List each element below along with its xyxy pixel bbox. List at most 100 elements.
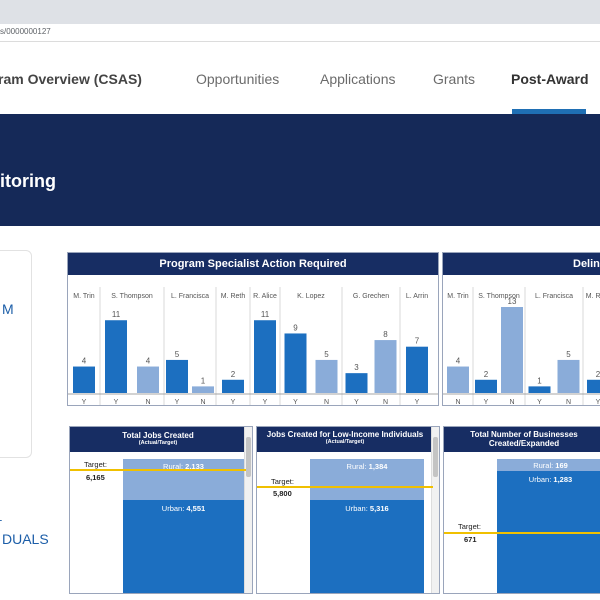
rural-value: Rural: 1,384 — [346, 462, 388, 471]
bar-category-label: N — [383, 399, 388, 406]
urban-bar: Urban: 5,316 — [310, 500, 424, 593]
kpi-title-text: Total Number of Businesses Created/Expan… — [470, 430, 578, 448]
side-card — [0, 250, 32, 458]
kpi-title: Total Number of Businesses Created/Expan… — [444, 427, 600, 452]
rural-bar: Rural: 1,384 — [310, 459, 424, 500]
group-label: R. Alice — [253, 293, 277, 300]
kpi-title: Total Jobs Created (Actual/Target) — [70, 427, 246, 452]
nav-applications[interactable]: Applications — [320, 71, 396, 87]
bar-category-label: Y — [354, 399, 359, 406]
target-line — [444, 532, 600, 534]
bar-value-label: 2 — [484, 370, 489, 379]
target-value: 6,165 — [86, 473, 105, 482]
group-label: M. Reth — [586, 293, 600, 300]
scrollbar[interactable] — [431, 427, 439, 593]
group-label: S. Thompson — [478, 293, 520, 300]
bar — [222, 379, 244, 393]
bar — [315, 359, 338, 393]
bar — [528, 386, 551, 393]
delinquent-chart: M. Trin S. Thompson L. Francisca M. Reth 4 N 2… — [443, 287, 600, 406]
target-line — [257, 486, 433, 488]
nav-post-award[interactable]: Post-Award — [511, 71, 589, 87]
bar-category-label: N — [566, 399, 571, 406]
group-label: L. Francisca — [171, 293, 209, 300]
target-label: Target: — [458, 522, 481, 531]
bar-category-label: Y — [293, 399, 298, 406]
bar-value-label: 4 — [82, 357, 87, 366]
side-text-individuals: DUALS — [2, 531, 49, 547]
target-line — [70, 469, 246, 471]
bar — [192, 386, 214, 393]
bar-category-label: Y — [82, 399, 87, 406]
bar-category-label: N — [324, 399, 329, 406]
bar-value-label: 7 — [415, 337, 420, 346]
nav-opportunities[interactable]: Opportunities — [196, 71, 280, 87]
bar-value-label: 4 — [456, 357, 461, 366]
side-text-fragment: L — [0, 512, 2, 524]
bar-value-label: 2 — [596, 370, 600, 379]
address-bar[interactable]: s/0000000127 — [0, 24, 600, 42]
bar-category-label: Y — [231, 399, 236, 406]
top-navigation: ram Overview (CSAS) Opportunities Applic… — [0, 42, 600, 114]
bar-category-label: Y — [537, 399, 542, 406]
kpi-jobs-created: Total Jobs Created (Actual/Target) Rural… — [69, 426, 253, 594]
action-required-chart: M. Trin S. Thompson L. Francisca M. Reth R. … — [68, 287, 438, 406]
urban-value: Urban: 1,283 — [528, 475, 573, 484]
bar-value-label: 2 — [231, 370, 236, 379]
bar-category-label: Y — [114, 399, 119, 406]
kpi-title-text: Jobs Created for Low-Income Individuals — [266, 430, 424, 439]
bar-category-label: Y — [263, 399, 268, 406]
bar — [501, 307, 523, 393]
page-banner: itoring — [0, 114, 600, 226]
bar — [105, 320, 127, 393]
target-value: 5,800 — [273, 489, 292, 498]
panel-title: Program Specialist Action Required — [68, 253, 438, 275]
bar — [557, 359, 580, 393]
bar — [137, 366, 159, 393]
urban-bar: Urban: 4,551 — [123, 500, 244, 593]
page-title: itoring — [0, 171, 56, 191]
bar — [73, 366, 95, 393]
bar-value-label: 5 — [324, 350, 329, 359]
nav-program-overview[interactable]: ram Overview (CSAS) — [0, 71, 142, 87]
bar — [475, 379, 497, 393]
bar — [447, 366, 469, 393]
bar-category-label: N — [200, 399, 205, 406]
side-card-text: M — [2, 301, 14, 317]
rural-value: Rural: 169 — [533, 461, 568, 470]
bar — [406, 346, 428, 393]
bar-value-label: 1 — [201, 376, 206, 385]
bar-value-label: 3 — [354, 363, 359, 372]
bar — [374, 340, 397, 393]
kpi-low-income-jobs: Jobs Created for Low-Income Individuals … — [256, 426, 440, 594]
bar-category-label: N — [145, 399, 150, 406]
bar-value-label: 1 — [537, 376, 542, 385]
urban-value: Urban: 4,551 — [161, 504, 206, 513]
bar-category-label: N — [455, 399, 460, 406]
rural-bar: Rural: 2,133 — [123, 459, 244, 500]
urban-value: Urban: 5,316 — [345, 504, 389, 513]
bar-value-label: 13 — [508, 297, 517, 306]
browser-tab-strip — [0, 0, 600, 24]
kpi-businesses: Total Number of Businesses Created/Expan… — [443, 426, 600, 594]
bar-category-label: Y — [484, 399, 489, 406]
bar-category-label: Y — [415, 399, 420, 406]
rural-bar: Rural: 169 — [497, 459, 600, 471]
group-label: G. Grechen — [353, 293, 389, 300]
bar-value-label: 5 — [175, 350, 180, 359]
bar — [587, 379, 600, 393]
bar — [166, 359, 188, 393]
bar — [284, 333, 307, 393]
bar-value-label: 11 — [112, 310, 121, 319]
bar-value-label: 9 — [293, 323, 298, 332]
group-label: K. Lopez — [297, 293, 325, 300]
bar — [254, 320, 276, 393]
group-label: M. Reth — [221, 293, 246, 300]
kpi-title: Jobs Created for Low-Income Individuals … — [257, 427, 433, 452]
nav-grants[interactable]: Grants — [433, 71, 476, 87]
panel-title: Delin — [443, 253, 600, 275]
scrollbar[interactable] — [244, 427, 252, 593]
panel-action-required: Program Specialist Action Required M. Tr… — [67, 252, 439, 406]
group-label: S. Thompson — [111, 293, 153, 300]
kpi-subtitle: (Actual/Target) — [138, 440, 178, 446]
